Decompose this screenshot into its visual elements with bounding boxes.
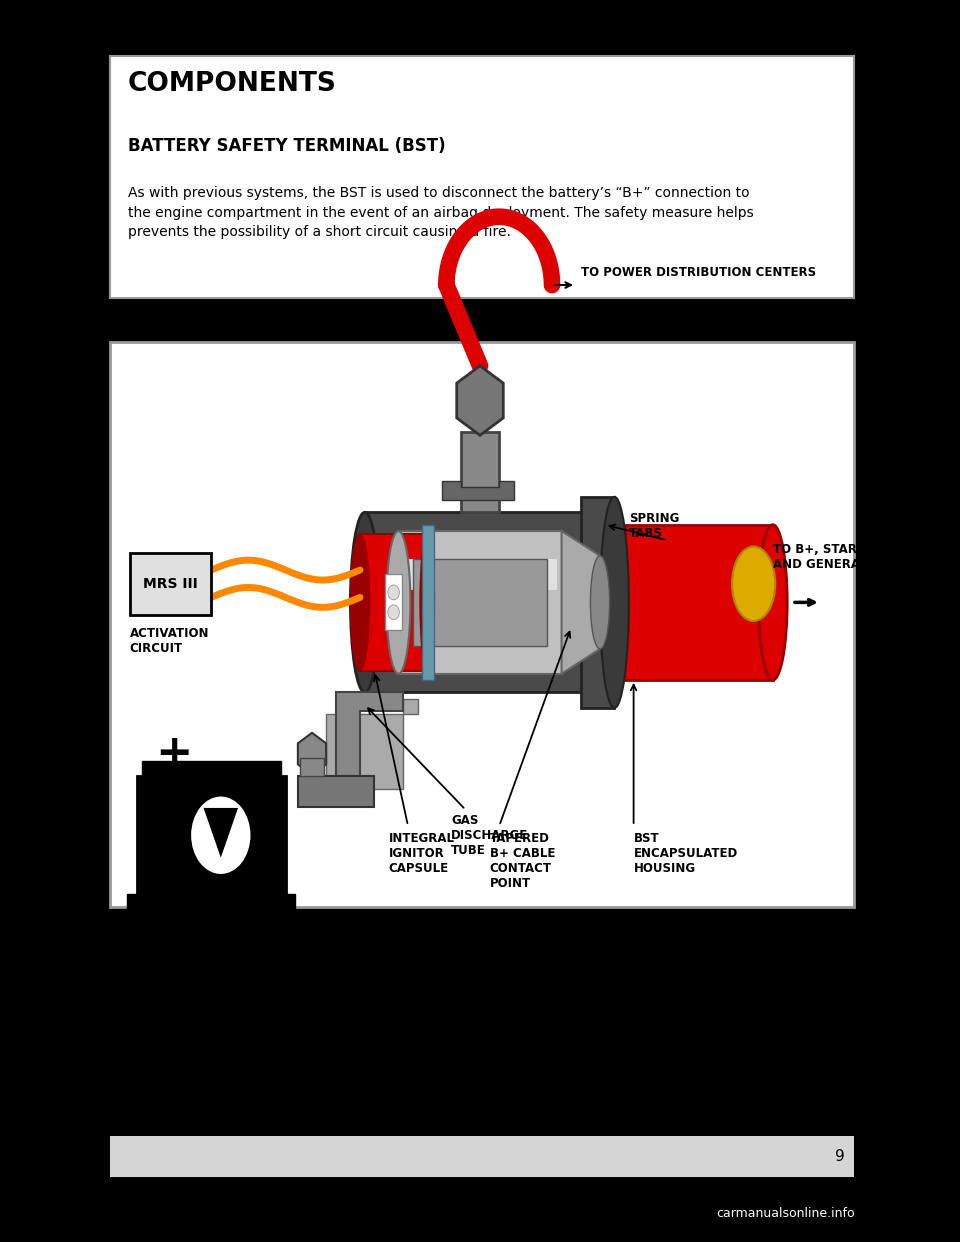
Bar [300, 758, 324, 776]
Text: TAPERED
B+ CABLE
CONTACT
POINT: TAPERED B+ CABLE CONTACT POINT [490, 832, 555, 891]
Circle shape [388, 585, 399, 600]
Text: GAS
DISCHARGE
TUBE: GAS DISCHARGE TUBE [451, 814, 528, 857]
Bar [360, 534, 427, 671]
Text: TO POWER DISTRIBUTION CENTERS: TO POWER DISTRIBUTION CENTERS [581, 266, 816, 278]
Circle shape [190, 795, 252, 874]
Bar [422, 524, 434, 681]
Text: As with previous systems, the BST is used to disconnect the battery’s “B+” conne: As with previous systems, the BST is use… [128, 186, 754, 240]
Bar [137, 776, 286, 894]
Ellipse shape [350, 534, 370, 671]
Polygon shape [298, 733, 326, 775]
Text: COMPONENTS: COMPONENTS [128, 71, 337, 97]
Polygon shape [562, 532, 600, 673]
Text: ACTIVATION
CIRCUIT: ACTIVATION CIRCUIT [130, 627, 209, 656]
Polygon shape [127, 913, 296, 928]
Text: BATTERY SAFETY TERMINAL (BST): BATTERY SAFETY TERMINAL (BST) [128, 137, 445, 154]
Text: 9: 9 [835, 1149, 845, 1165]
Text: INTEGRAL
IGNITOR
CAPSULE: INTEGRAL IGNITOR CAPSULE [389, 832, 455, 876]
Text: TO B+, STARTER
AND GENERATOR: TO B+, STARTER AND GENERATOR [773, 543, 886, 571]
Bar [365, 512, 590, 693]
Bar [130, 553, 211, 615]
Text: carmanualsonline.info: carmanualsonline.info [716, 1207, 854, 1220]
Polygon shape [457, 365, 503, 435]
Ellipse shape [600, 497, 629, 708]
Ellipse shape [420, 534, 434, 671]
Bar [142, 761, 280, 776]
Bar [605, 524, 773, 681]
Bar [110, 1136, 854, 1177]
Ellipse shape [590, 556, 610, 650]
Text: SPRING
TABS: SPRING TABS [629, 512, 679, 540]
Bar [127, 894, 296, 913]
Bar [298, 776, 374, 807]
Bar [581, 497, 614, 708]
Bar [110, 56, 854, 298]
Bar [110, 342, 854, 907]
Bar [461, 431, 499, 512]
Bar [403, 559, 557, 590]
Polygon shape [336, 693, 403, 782]
Text: BST
ENCAPSULATED
HOUSING: BST ENCAPSULATED HOUSING [634, 832, 738, 876]
Polygon shape [204, 807, 238, 857]
Bar [385, 574, 402, 631]
Polygon shape [326, 698, 418, 789]
Polygon shape [442, 481, 514, 499]
Text: +: + [156, 733, 193, 775]
Ellipse shape [758, 524, 787, 681]
Ellipse shape [386, 532, 411, 673]
Ellipse shape [732, 546, 775, 621]
Bar [413, 559, 547, 646]
Bar [398, 532, 562, 673]
Text: MRS III: MRS III [143, 576, 198, 591]
Ellipse shape [350, 513, 379, 693]
Circle shape [388, 605, 399, 620]
